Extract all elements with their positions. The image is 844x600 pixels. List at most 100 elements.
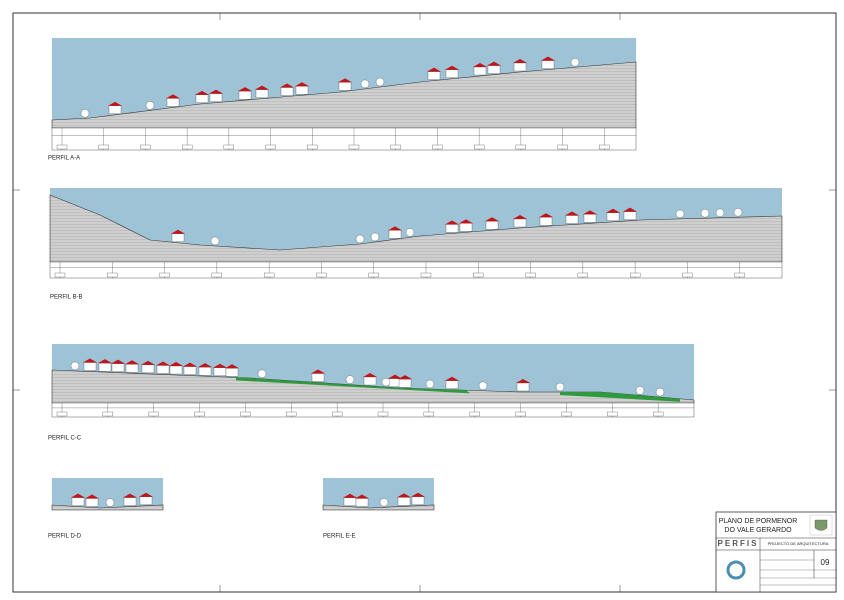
level-strip — [51, 402, 695, 418]
tree — [675, 209, 685, 219]
roof — [445, 220, 459, 225]
station-box — [316, 272, 327, 278]
project: PROJECTO DE ARQUITECTURA — [768, 541, 829, 546]
house — [427, 71, 441, 80]
roof — [209, 89, 223, 94]
roof — [398, 375, 412, 380]
tree — [733, 208, 743, 217]
house — [485, 221, 499, 230]
roof — [388, 374, 402, 379]
roof — [539, 213, 553, 218]
roof — [487, 61, 501, 66]
house — [623, 211, 637, 220]
profile-label: PERFIL E-E — [323, 534, 355, 540]
lawn — [236, 377, 470, 394]
house — [213, 367, 227, 376]
station-box — [607, 411, 618, 417]
station-box — [107, 272, 118, 278]
station-box — [148, 411, 159, 417]
sheet-marks — [13, 13, 836, 592]
house — [198, 367, 212, 376]
roof — [338, 78, 352, 83]
station-box — [56, 144, 68, 150]
house — [166, 98, 180, 107]
tree — [105, 498, 115, 507]
station-box — [577, 272, 589, 278]
terrain — [322, 504, 435, 511]
station-box — [629, 272, 641, 278]
house — [98, 362, 112, 372]
roof — [225, 364, 239, 369]
station-box — [286, 411, 297, 417]
roof — [156, 361, 170, 366]
house — [355, 498, 369, 507]
roof — [485, 217, 499, 222]
roof — [295, 82, 309, 87]
tree — [70, 361, 80, 371]
house — [123, 497, 137, 506]
roof — [183, 362, 197, 367]
tree — [425, 379, 435, 389]
station-box — [307, 144, 318, 150]
roof — [255, 85, 269, 90]
house — [541, 60, 555, 69]
station-box — [265, 144, 276, 150]
tree — [360, 79, 370, 89]
profile-label: PERFIL A-A — [48, 156, 80, 162]
profile-label: PERFIL C-C — [48, 436, 82, 442]
house — [445, 380, 459, 389]
house — [473, 66, 487, 76]
tree — [375, 77, 385, 87]
roof — [83, 358, 97, 363]
roof — [427, 67, 441, 72]
house — [238, 90, 252, 100]
station-box — [377, 411, 389, 417]
station-box — [515, 144, 527, 150]
house — [141, 364, 155, 374]
roof — [141, 360, 155, 365]
station-box — [223, 144, 235, 150]
house — [169, 365, 183, 375]
roof — [459, 219, 473, 224]
house — [487, 65, 501, 74]
house — [459, 223, 473, 232]
roof — [445, 376, 459, 381]
house — [539, 217, 553, 226]
station-box — [423, 411, 435, 417]
tree — [635, 386, 645, 395]
roof — [541, 56, 555, 61]
roof — [166, 94, 180, 99]
house — [311, 373, 325, 382]
station-box — [432, 144, 443, 150]
house — [255, 89, 269, 98]
plan-title: PLANO DE PORMENOR — [719, 518, 798, 525]
tree — [570, 58, 580, 67]
house — [445, 224, 459, 233]
house — [83, 362, 97, 371]
tree — [555, 382, 565, 392]
plan-place: DO VALE GERARDO — [724, 527, 792, 534]
house — [513, 218, 527, 228]
house — [363, 376, 377, 386]
house — [171, 233, 185, 242]
roof — [445, 65, 459, 70]
tree — [405, 228, 415, 237]
roof — [125, 360, 139, 365]
station-box — [348, 144, 360, 150]
station-box — [734, 272, 745, 278]
station-box — [469, 411, 480, 417]
roof — [139, 492, 153, 497]
station-box — [682, 272, 693, 278]
roof — [583, 210, 597, 215]
station-box — [159, 272, 170, 278]
roof — [363, 373, 377, 377]
roof — [280, 83, 294, 88]
title-block: PLANO DE PORMENOR DO VALE GERARDO PERFIS… — [715, 511, 837, 593]
station-box — [102, 411, 114, 417]
tree — [355, 234, 365, 244]
house — [111, 363, 125, 372]
roof — [473, 63, 487, 67]
house — [565, 215, 579, 224]
house — [338, 82, 352, 91]
